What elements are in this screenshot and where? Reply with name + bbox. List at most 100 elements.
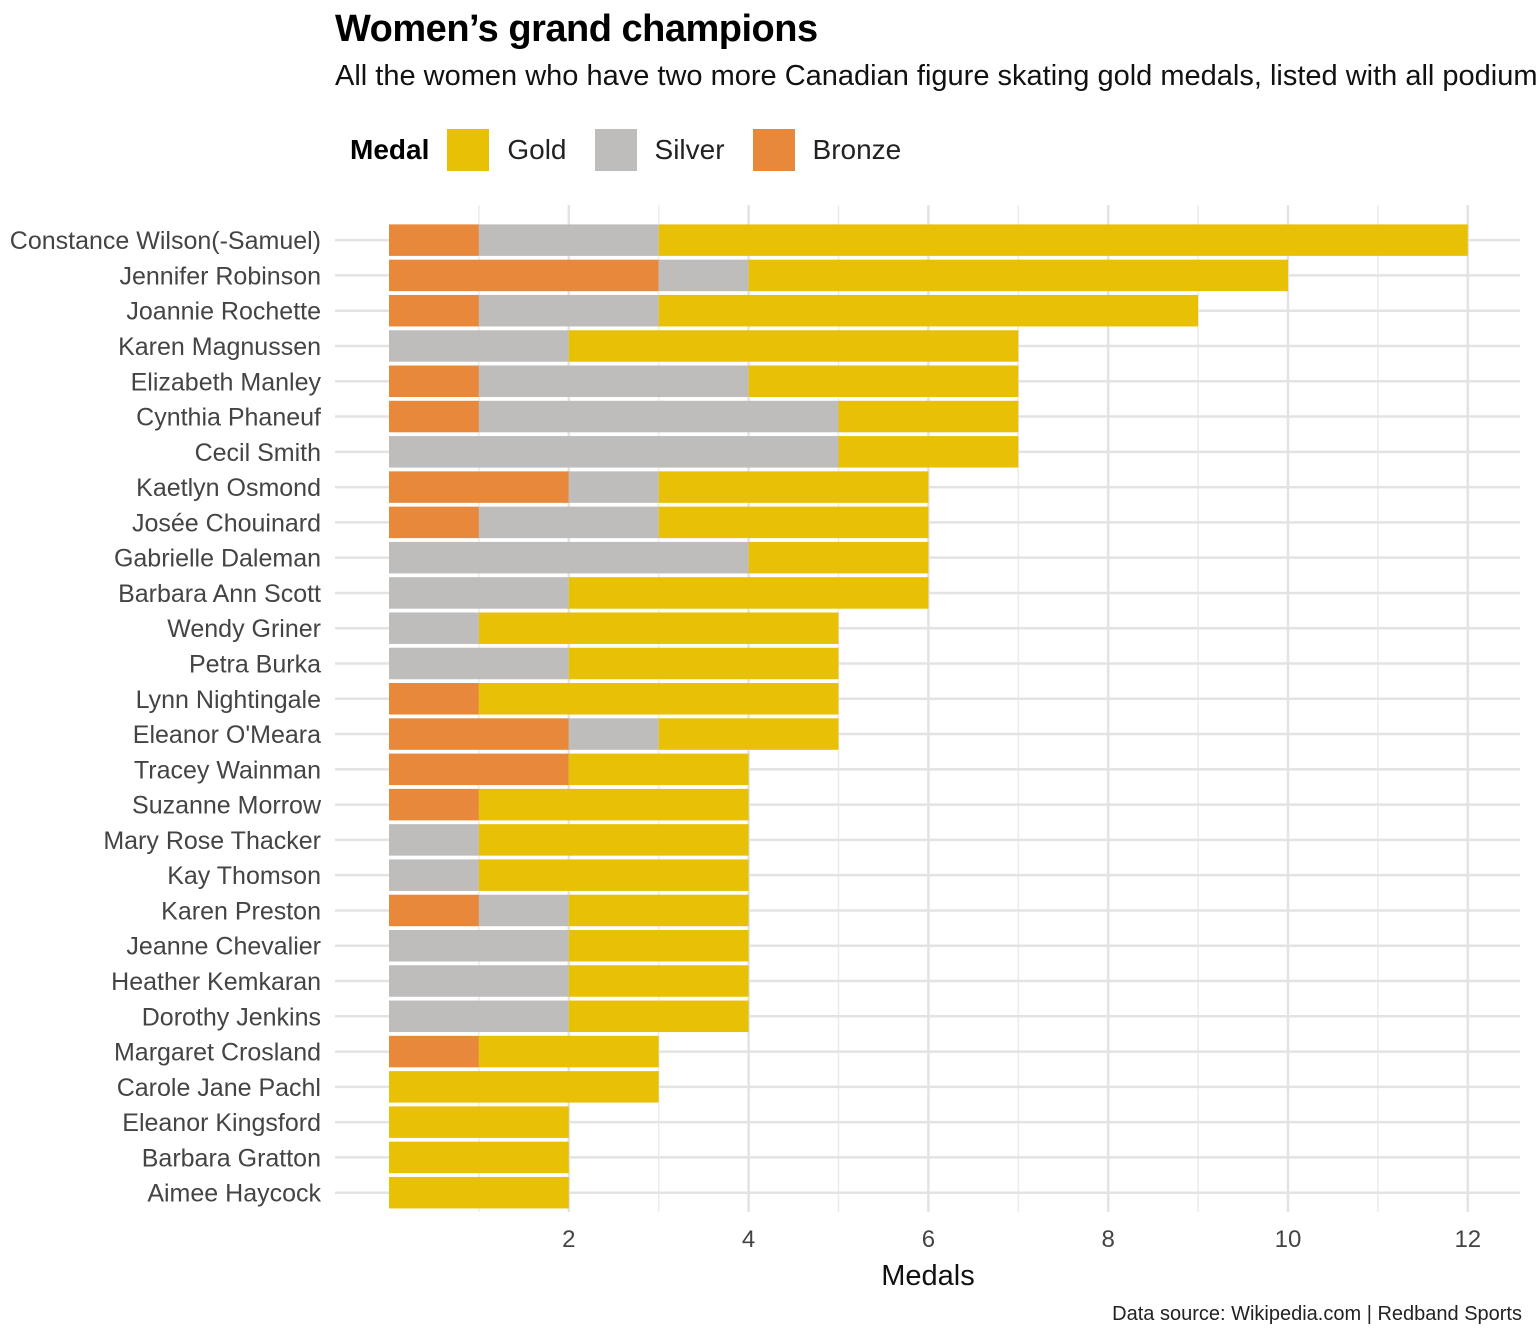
bar-gold (478, 824, 749, 856)
bar-silver (658, 259, 749, 292)
legend: Medal Gold Silver Bronze (350, 128, 929, 172)
legend-swatch-gold (447, 129, 490, 171)
y-tick-label: Heather Kemkaran (111, 968, 321, 996)
bar-gold (568, 1000, 749, 1033)
x-tick-labels: 2 4 6 8 10 12 (562, 1226, 1481, 1253)
bar-gold (658, 718, 839, 750)
bar-gold (838, 400, 1019, 433)
bar-gold (478, 612, 839, 644)
chart-subtitle: All the women who have two more Canadian… (335, 60, 1536, 92)
bar-silver (478, 365, 749, 398)
y-tick-label: Cynthia Phaneuf (136, 404, 321, 432)
bar-gold (389, 1176, 569, 1209)
bar-gold (568, 330, 1019, 362)
bar-gold (389, 1141, 569, 1174)
x-axis-title: Medals (881, 1260, 975, 1292)
bar-bronze (389, 718, 569, 750)
bar-silver (389, 824, 479, 856)
bar-gold (568, 647, 839, 680)
bar-gold (568, 929, 749, 962)
bar-silver (389, 647, 569, 680)
y-tick-label: Karen Magnussen (118, 333, 321, 361)
y-tick-label: Petra Burka (189, 651, 321, 679)
legend-entry-silver: Silver (594, 129, 725, 171)
legend-entry-bronze: Bronze (752, 129, 902, 171)
legend-label-bronze: Bronze (812, 134, 902, 165)
y-tick-label: Mary Rose Thacker (103, 827, 321, 855)
bar-gold (568, 753, 749, 786)
y-tick-label: Lynn Nightingale (136, 686, 321, 714)
bar-gold (748, 541, 929, 574)
bar-silver (478, 294, 659, 327)
y-tick-label: Kaetlyn Osmond (136, 474, 321, 502)
bar-bronze (389, 224, 479, 256)
bar-silver (389, 577, 569, 609)
bar-gold (658, 506, 929, 539)
y-tick-label: Dorothy Jenkins (142, 1003, 321, 1031)
bar-silver (389, 436, 839, 468)
x-tick-label: 12 (1454, 1226, 1481, 1253)
bar-gold (478, 1035, 659, 1068)
y-tick-label: Elizabeth Manley (131, 368, 322, 396)
chart-title: Women’s grand champions (335, 8, 818, 50)
x-tick-label: 2 (562, 1226, 575, 1253)
y-tick-label: Tracey Wainman (134, 756, 321, 784)
bar-silver (478, 506, 659, 539)
y-tick-label: Karen Preston (161, 897, 321, 925)
bar-bronze (389, 294, 479, 327)
x-tick-label: 10 (1275, 1226, 1302, 1253)
bar-gold (748, 365, 1019, 398)
bar-gold (748, 259, 1288, 292)
bar-bronze (389, 471, 569, 503)
legend-swatch-silver (594, 129, 637, 171)
bar-bronze (389, 894, 479, 927)
bar-bronze (389, 788, 479, 821)
legend-label-silver: Silver (654, 134, 725, 165)
y-tick-label: Suzanne Morrow (132, 792, 322, 820)
y-tick-label: Eleanor O'Meara (133, 721, 321, 749)
bar-bronze (389, 683, 479, 715)
bar-gold (568, 577, 929, 609)
bar-silver (478, 894, 569, 927)
y-tick-label: Jeanne Chevalier (126, 933, 321, 961)
bar-gold (478, 683, 839, 715)
bar-bronze (389, 400, 479, 433)
legend-label-gold: Gold (507, 134, 567, 165)
y-tick-label: Constance Wilson(-Samuel) (10, 227, 321, 255)
bar-silver (389, 612, 479, 644)
y-tick-label: Carole Jane Pachl (117, 1074, 321, 1102)
y-tick-label: Cecil Smith (195, 439, 321, 467)
y-tick-label: Gabrielle Daleman (114, 545, 321, 573)
bar-silver (568, 471, 659, 503)
y-tick-label: Joannie Rochette (126, 298, 321, 326)
bar-bronze (389, 1035, 479, 1068)
y-tick-labels: Constance Wilson(-Samuel) Jennifer Robins… (10, 227, 322, 1208)
bar-gold (838, 436, 1019, 468)
y-tick-label: Eleanor Kingsford (122, 1109, 321, 1137)
bar-gold (389, 1071, 659, 1103)
bar-gold (568, 965, 749, 997)
bar-bronze (389, 506, 479, 539)
y-tick-label: Margaret Crosland (114, 1039, 321, 1067)
bar-silver (478, 400, 839, 433)
bar-silver (389, 929, 569, 962)
x-tick-label: 8 (1102, 1226, 1115, 1253)
bars (389, 224, 1468, 1209)
bar-silver (389, 1000, 569, 1033)
y-tick-label: Barbara Ann Scott (118, 580, 321, 608)
bar-gold (389, 1106, 569, 1138)
legend-swatch-bronze (752, 129, 795, 171)
bar-gold (568, 894, 749, 927)
bar-silver (568, 718, 659, 750)
bar-silver (389, 541, 749, 574)
bar-gold (658, 471, 929, 503)
y-tick-label: Wendy Griner (167, 615, 321, 643)
bar-silver (389, 859, 479, 891)
bar-gold (658, 294, 1199, 327)
bar-silver (389, 330, 569, 362)
y-tick-label: Kay Thomson (167, 862, 321, 890)
x-tick-label: 6 (922, 1226, 935, 1253)
bar-bronze (389, 365, 479, 398)
bar-gold (478, 859, 749, 891)
